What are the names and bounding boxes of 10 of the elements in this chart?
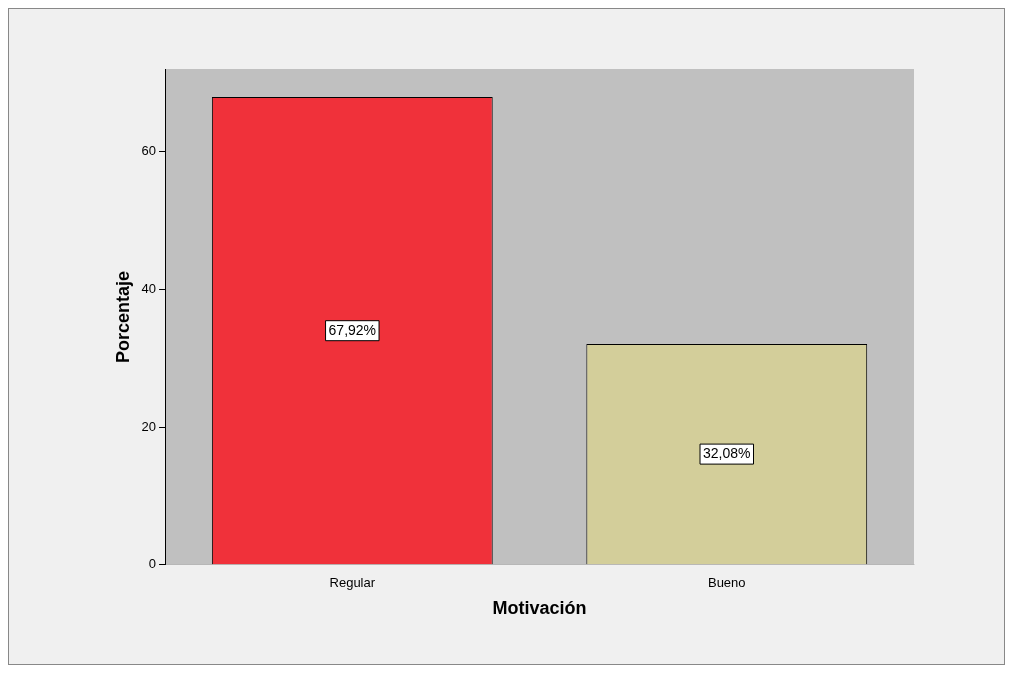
data-label: 32,08% [703,444,751,461]
x-axis-title: Motivación [492,598,587,619]
x-tick-label: Bueno [707,575,746,591]
y-axis-title: Porcentaje [112,270,133,363]
y-tick-label: 0 [148,556,157,572]
y-tick-label: 20 [141,418,157,434]
y-tick-label: 60 [141,143,157,159]
data-label: 67,92% [328,321,377,338]
y-tick-label: 40 [141,280,157,296]
x-tick-label: Regular [329,575,376,591]
